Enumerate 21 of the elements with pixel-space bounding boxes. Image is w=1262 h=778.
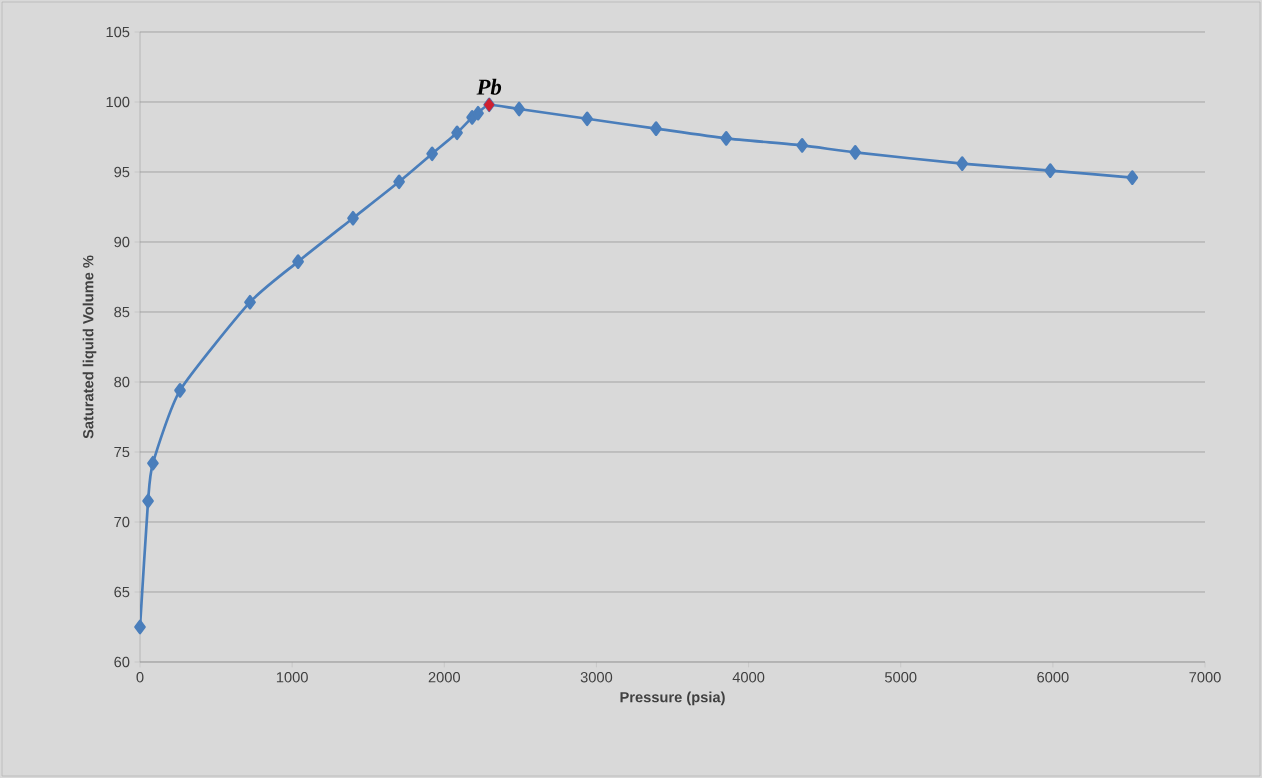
y-tick-label: 85 — [114, 306, 130, 318]
y-tick-label: 95 — [114, 166, 130, 178]
y-tick-label: 60 — [114, 656, 130, 668]
y-axis-title: Saturated liquid Volume % — [82, 255, 97, 439]
y-tick-label: 75 — [114, 446, 130, 458]
x-axis-title: Pressure (psia) — [620, 691, 725, 706]
y-tick-label: 65 — [114, 586, 130, 598]
y-tick-label: 105 — [106, 26, 130, 38]
x-tick-label: 2000 — [428, 672, 461, 683]
y-tick-label: 100 — [106, 96, 130, 108]
y-tick-label: 90 — [114, 236, 130, 248]
x-tick-label: 1000 — [276, 672, 308, 683]
annotation: Pb — [476, 78, 502, 95]
x-tick-label: 6000 — [1037, 672, 1069, 683]
x-tick-label: 5000 — [885, 672, 917, 683]
x-tick-label: 4000 — [732, 672, 765, 683]
x-tick-label: 7000 — [1189, 672, 1221, 683]
y-tick-label: 70 — [114, 516, 130, 528]
y-tick-label: 80 — [114, 376, 130, 388]
x-tick-label: 3000 — [580, 672, 613, 683]
x-tick-label: 0 — [136, 672, 144, 683]
